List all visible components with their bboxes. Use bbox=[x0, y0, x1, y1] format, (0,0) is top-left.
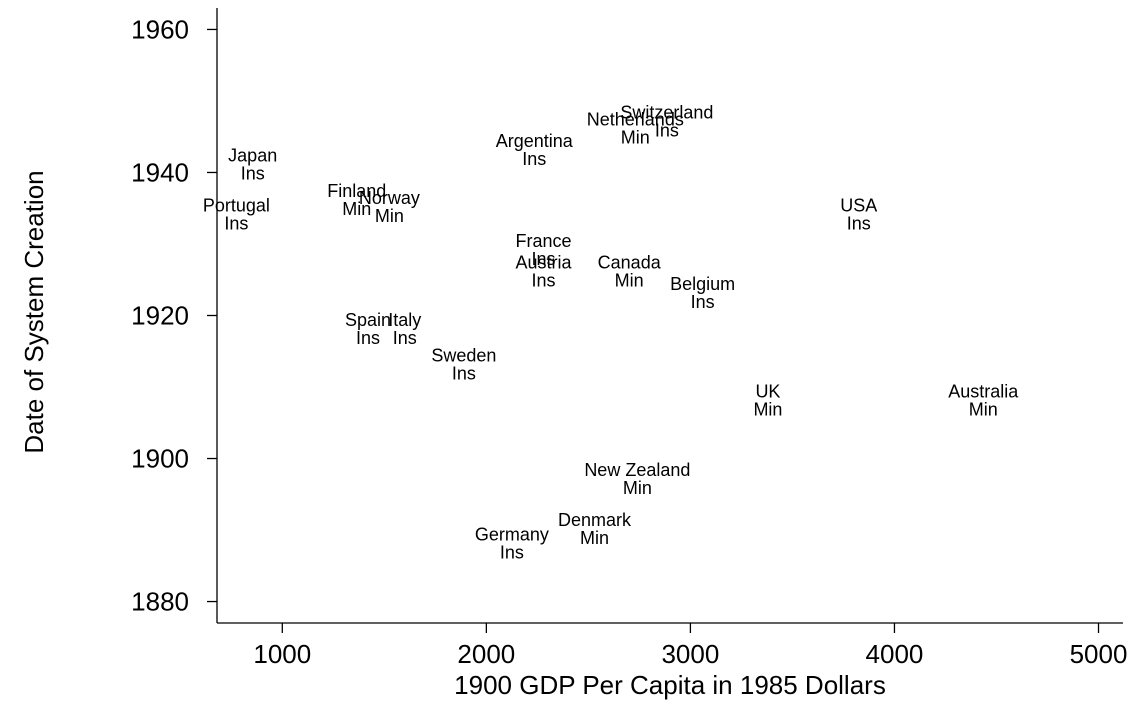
point-name-label: USA bbox=[840, 195, 877, 215]
point-name-label: Netherlands bbox=[587, 110, 684, 130]
point-type-label: Min bbox=[753, 399, 782, 419]
point-type-label: Ins bbox=[691, 292, 715, 312]
y-tick-label: 1940 bbox=[131, 157, 189, 187]
point-name-label: Finland bbox=[327, 181, 386, 201]
point-type-label: Ins bbox=[500, 542, 524, 562]
point-name-label: Portugal bbox=[203, 195, 270, 215]
x-tick-label: 5000 bbox=[1070, 639, 1128, 669]
point-name-label: Austria bbox=[515, 253, 572, 273]
point-type-label: Min bbox=[615, 271, 644, 291]
point-name-label: Spain bbox=[345, 310, 391, 330]
point-type-label: Min bbox=[580, 528, 609, 548]
point-name-label: France bbox=[515, 231, 571, 251]
y-tick-label: 1900 bbox=[131, 444, 189, 474]
point-type-label: Ins bbox=[847, 213, 871, 233]
point-name-label: New Zealand bbox=[584, 460, 690, 480]
point-type-label: Ins bbox=[452, 364, 476, 384]
point-name-label: Switzerland bbox=[620, 102, 713, 122]
point-type-label: Ins bbox=[522, 149, 546, 169]
point-type-label: Ins bbox=[531, 249, 555, 269]
point-name-label: UK bbox=[755, 381, 780, 401]
point-name-label: Norway bbox=[359, 188, 420, 208]
y-ticks: 1880 1900 1920 1940 1960 bbox=[131, 14, 217, 617]
point-name-label: Italy bbox=[388, 310, 421, 330]
point-name-label: Australia bbox=[948, 381, 1019, 401]
point-name-label: Japan bbox=[228, 145, 277, 165]
point-type-label: Ins bbox=[393, 328, 417, 348]
point-name-label: Sweden bbox=[431, 346, 496, 366]
point-type-label: Ins bbox=[655, 120, 679, 140]
y-axis-title: Date of System Creation bbox=[19, 170, 49, 453]
point-type-label: Ins bbox=[224, 213, 248, 233]
point-type-label: Min bbox=[342, 199, 371, 219]
point-name-label: Belgium bbox=[670, 274, 735, 294]
point-type-label: Min bbox=[969, 399, 998, 419]
x-axis-title: 1900 GDP Per Capita in 1985 Dollars bbox=[454, 670, 886, 700]
point-type-label: Ins bbox=[356, 328, 380, 348]
point-type-label: Ins bbox=[531, 271, 555, 291]
y-tick-label: 1960 bbox=[131, 14, 189, 44]
point-name-label: Argentina bbox=[496, 131, 574, 151]
point-type-label: Ins bbox=[241, 163, 265, 183]
x-ticks: 1000 2000 3000 4000 5000 bbox=[253, 623, 1127, 669]
x-tick-label: 3000 bbox=[661, 639, 719, 669]
point-name-label: Germany bbox=[475, 524, 549, 544]
y-tick-label: 1920 bbox=[131, 301, 189, 331]
point-type-label: Min bbox=[375, 206, 404, 226]
y-tick-label: 1880 bbox=[131, 587, 189, 617]
point-type-label: Min bbox=[621, 128, 650, 148]
point-name-label: Canada bbox=[598, 253, 662, 273]
x-tick-label: 1000 bbox=[253, 639, 311, 669]
point-name-label: Denmark bbox=[558, 510, 632, 530]
point-type-label: Min bbox=[623, 478, 652, 498]
x-tick-label: 4000 bbox=[866, 639, 924, 669]
x-tick-label: 2000 bbox=[457, 639, 515, 669]
data-points: JapanInsPortugalInsFinlandMinNorwayMinSp… bbox=[203, 102, 1019, 562]
